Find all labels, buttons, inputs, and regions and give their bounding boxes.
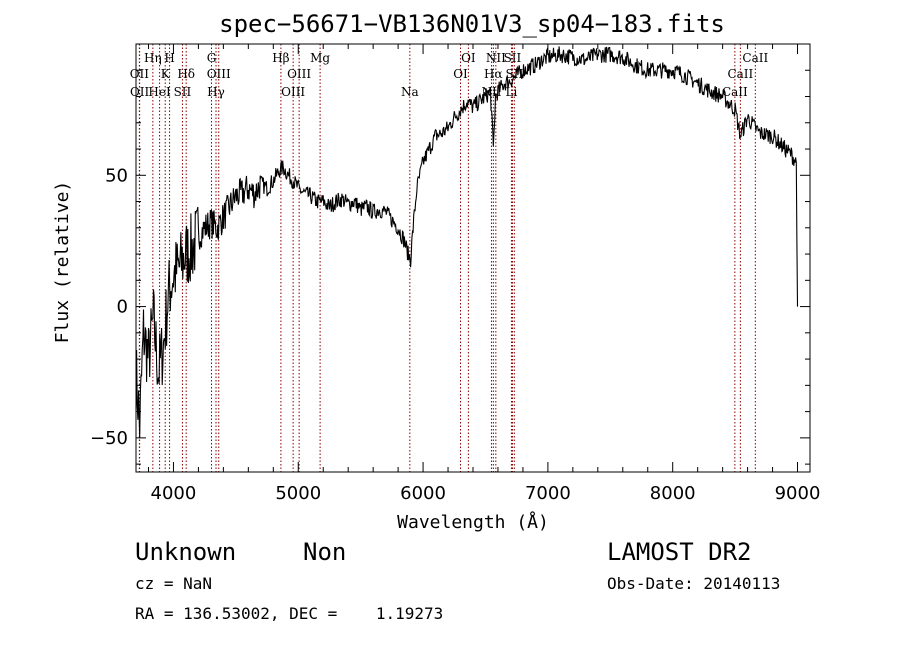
line-label-9: OIII (207, 67, 231, 81)
line-label-21: SII (505, 67, 523, 81)
line-label-23: Li (506, 85, 518, 99)
line-label-14: Mg (310, 51, 330, 65)
line-label-0: OII (130, 67, 150, 81)
line-label-6: SII (174, 85, 192, 99)
line-label-24: CaII (742, 51, 768, 65)
line-label-1: OII (130, 85, 150, 99)
x-tick-label: 5000 (275, 483, 321, 504)
line-label-26: CaII (722, 85, 748, 99)
cz-text: cz = NaN (135, 574, 213, 593)
axis-ticks: 4000 5000 6000 7000 8000 9000 −50 0 50 (90, 43, 821, 504)
class-label: Unknown (135, 538, 237, 566)
x-tick-label: 9000 (775, 483, 821, 504)
line-label-12: OIII (287, 67, 311, 81)
y-tick-label: −50 (90, 428, 128, 449)
chart-title: spec−56671−VB136N01V3_sp04−183.fits (219, 10, 725, 38)
x-axis-label: Wavelength (Å) (397, 511, 549, 533)
spectrum-series-line (135, 46, 799, 438)
line-label-18: NII (486, 51, 506, 65)
radec-text: RA = 136.53002, DEC = 1.19273 (135, 604, 444, 623)
line-label-16: OI (461, 51, 476, 65)
line-label-17: OI (453, 67, 468, 81)
line-label-19: SII (504, 51, 522, 65)
line-label-5: HeI (148, 85, 171, 99)
line-label-8: G (207, 51, 217, 65)
line-label-20: Hα (484, 67, 503, 81)
subclass-label: Non (303, 538, 347, 566)
x-tick-label: 8000 (650, 483, 696, 504)
y-tick-label: 0 (117, 297, 128, 318)
line-label-3: H (164, 51, 174, 65)
line-label-10: Hγ (207, 85, 225, 99)
x-tick-label: 4000 (151, 483, 197, 504)
line-label-4: K (161, 67, 171, 81)
line-label-7: Hδ (177, 67, 195, 81)
line-label-13: OIII (281, 85, 305, 99)
x-tick-label: 7000 (525, 483, 571, 504)
line-label-15: Na (401, 85, 419, 99)
survey-label: LAMOST DR2 (607, 538, 752, 566)
line-label-25: CaII (727, 67, 753, 81)
line-label-2: Hη (144, 51, 162, 65)
line-label-11: Hβ (272, 51, 289, 65)
line-markers (138, 44, 756, 472)
line-label-22: NII (481, 85, 501, 99)
spectrum-chart: spec−56671−VB136N01V3_sp04−183.fits 4000… (52, 10, 821, 533)
y-tick-label: 50 (105, 165, 128, 186)
x-tick-label: 6000 (400, 483, 446, 504)
y-axis-label: Flux (relative) (52, 181, 73, 344)
obs-date-text: Obs-Date: 20140113 (607, 574, 781, 593)
